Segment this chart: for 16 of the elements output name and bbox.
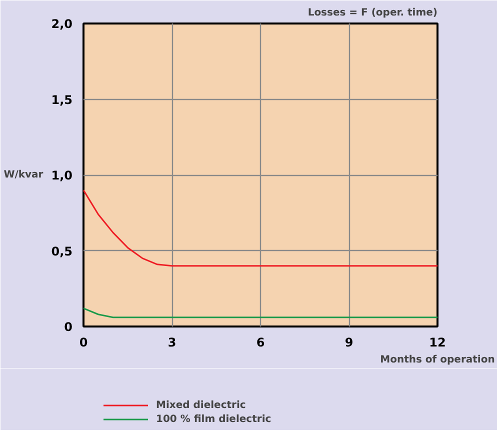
x-tick-label: 6 xyxy=(256,336,265,350)
legend-label: 100 % film dielectric xyxy=(156,413,272,425)
y-tick-label: 1,0 xyxy=(51,168,73,182)
x-tick-label: 12 xyxy=(429,336,446,350)
y-tick-label: 0 xyxy=(64,320,73,334)
y-tick-label: 0,5 xyxy=(51,244,73,258)
y-tick-label: 1,5 xyxy=(51,92,73,107)
legend-label: Mixed dielectric xyxy=(156,399,246,411)
x-tick-label: 0 xyxy=(79,336,88,350)
chart-title: Losses = F (oper. time) xyxy=(308,8,438,18)
y-axis-title: W/kvar xyxy=(4,170,44,180)
x-tick-label: 9 xyxy=(344,336,354,350)
line-series xyxy=(84,189,438,267)
x-tick-label: 3 xyxy=(168,336,176,350)
x-axis-title: Months of operation xyxy=(380,354,495,366)
y-tick-label: 2,0 xyxy=(51,17,73,31)
